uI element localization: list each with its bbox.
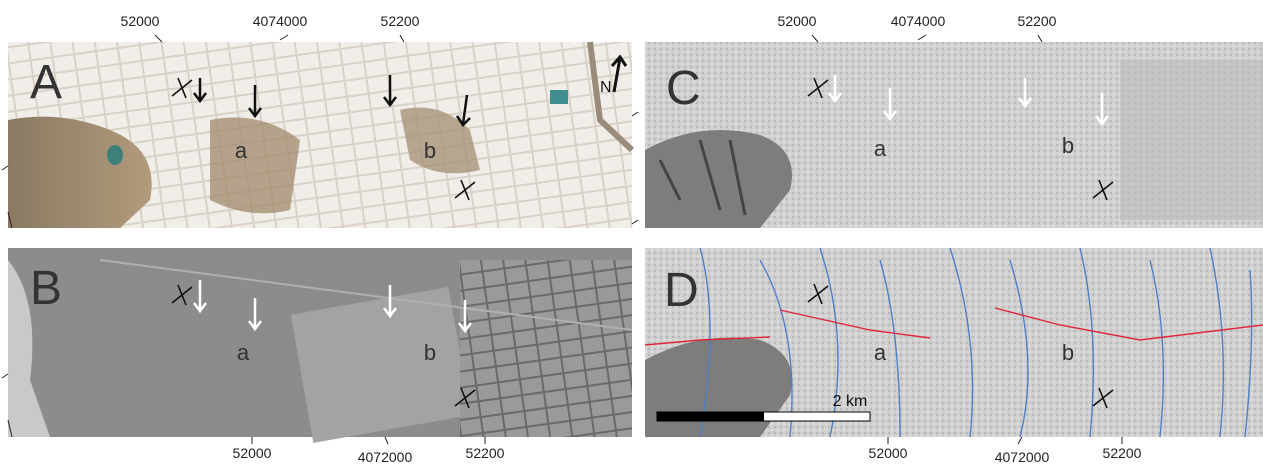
coord-label: 52000 xyxy=(121,13,160,29)
coord-label: 4074000 xyxy=(253,13,308,29)
coord-label: 52200 xyxy=(381,13,420,29)
panel-c xyxy=(645,42,1263,228)
feature-label: b xyxy=(1062,340,1074,365)
feature-label: a xyxy=(874,340,887,365)
coord-label: 4074000 xyxy=(891,13,946,29)
panel-d xyxy=(645,248,1263,437)
coord-label: 52200 xyxy=(1018,13,1057,29)
feature-label: b xyxy=(1062,133,1074,158)
coord-label: 4072000 xyxy=(358,449,413,465)
panel-b xyxy=(8,248,632,443)
panel-letter: D xyxy=(664,264,699,317)
coord-label: 52200 xyxy=(466,445,505,461)
coord-label: 52200 xyxy=(1103,445,1142,461)
panel-letter: B xyxy=(30,262,62,315)
coord-label: 4072000 xyxy=(995,449,1050,465)
feature-label: a xyxy=(235,138,248,163)
feature-label: a xyxy=(874,136,887,161)
figure: 2 km A a b N B a b C a b D a b 52000 407… xyxy=(0,0,1263,465)
scale-label: 2 km xyxy=(833,393,868,410)
panel-a xyxy=(8,42,632,228)
feature-label: a xyxy=(237,340,250,365)
feature-label: b xyxy=(424,340,436,365)
panel-letter: A xyxy=(30,56,62,109)
coord-label: 52000 xyxy=(233,445,272,461)
north-label: N xyxy=(600,79,612,96)
panel-letter: C xyxy=(666,62,701,115)
coord-label: 52000 xyxy=(778,13,817,29)
coord-label: 52000 xyxy=(869,445,908,461)
feature-label: b xyxy=(424,138,436,163)
